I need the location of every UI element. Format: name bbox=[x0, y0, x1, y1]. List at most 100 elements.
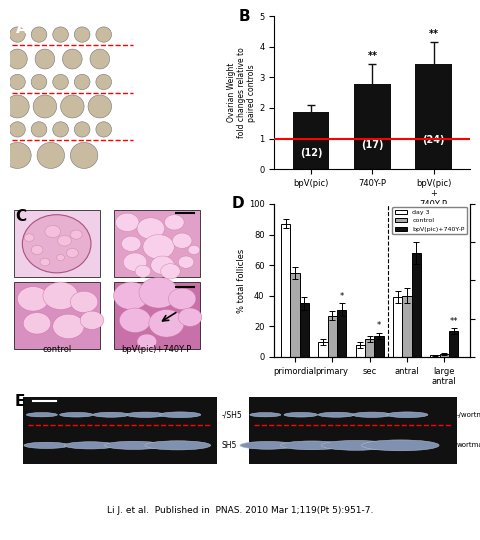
Text: wortmannin: wortmannin bbox=[456, 442, 480, 448]
Circle shape bbox=[188, 245, 200, 254]
Circle shape bbox=[58, 235, 72, 246]
Circle shape bbox=[71, 230, 82, 239]
Ellipse shape bbox=[64, 442, 116, 449]
Ellipse shape bbox=[10, 75, 25, 90]
Text: **: ** bbox=[412, 231, 420, 240]
Text: (12): (12) bbox=[300, 148, 323, 158]
Circle shape bbox=[149, 309, 184, 337]
Bar bbox=[337, 309, 346, 357]
Ellipse shape bbox=[37, 143, 64, 168]
Bar bbox=[411, 253, 421, 357]
Ellipse shape bbox=[26, 413, 57, 417]
Ellipse shape bbox=[60, 95, 84, 118]
Circle shape bbox=[178, 308, 202, 326]
Ellipse shape bbox=[6, 95, 29, 118]
Ellipse shape bbox=[159, 412, 201, 417]
Circle shape bbox=[45, 225, 60, 238]
Text: *: * bbox=[377, 321, 381, 330]
Ellipse shape bbox=[24, 442, 69, 448]
Text: Li J. et al.  Published in  PNAS. 2010 Mar 1;119(Pt 5):951-7.: Li J. et al. Published in PNAS. 2010 Mar… bbox=[107, 507, 373, 515]
Circle shape bbox=[165, 215, 184, 230]
Bar bbox=[415, 64, 452, 169]
Ellipse shape bbox=[71, 143, 98, 168]
Ellipse shape bbox=[96, 75, 111, 90]
FancyBboxPatch shape bbox=[24, 397, 217, 464]
FancyBboxPatch shape bbox=[13, 282, 100, 349]
Bar bbox=[290, 273, 300, 357]
Circle shape bbox=[114, 282, 149, 309]
Circle shape bbox=[135, 265, 151, 278]
Bar bbox=[318, 342, 327, 357]
Ellipse shape bbox=[280, 441, 343, 450]
Text: 740Y-P: 740Y-P bbox=[139, 163, 162, 169]
Text: SH5: SH5 bbox=[222, 441, 237, 450]
Circle shape bbox=[178, 256, 194, 268]
Text: control: control bbox=[139, 79, 163, 85]
Ellipse shape bbox=[105, 441, 163, 449]
Y-axis label: Ovarian Weight
fold changes relative to
paired controls: Ovarian Weight fold changes relative to … bbox=[227, 48, 256, 138]
Text: bpV(pic): bpV(pic) bbox=[139, 147, 168, 154]
Ellipse shape bbox=[53, 27, 69, 42]
Circle shape bbox=[121, 236, 141, 252]
Circle shape bbox=[123, 253, 147, 271]
Text: +: + bbox=[139, 159, 145, 165]
Text: 740Y-P: 740Y-P bbox=[139, 104, 162, 110]
Text: control: control bbox=[139, 126, 163, 132]
Circle shape bbox=[137, 334, 156, 349]
Circle shape bbox=[143, 234, 174, 259]
Text: control: control bbox=[139, 31, 163, 38]
Circle shape bbox=[24, 313, 51, 334]
Ellipse shape bbox=[318, 412, 354, 417]
Text: **: ** bbox=[367, 51, 377, 61]
Ellipse shape bbox=[4, 143, 31, 168]
Circle shape bbox=[40, 258, 50, 266]
Ellipse shape bbox=[10, 122, 25, 137]
Text: C: C bbox=[15, 208, 26, 224]
Text: bpV(pic): bpV(pic) bbox=[139, 56, 168, 62]
Ellipse shape bbox=[90, 49, 109, 69]
Bar bbox=[293, 112, 329, 169]
Text: bpV(pic)+740Y-P: bpV(pic)+740Y-P bbox=[121, 345, 192, 354]
Text: A: A bbox=[15, 21, 27, 36]
Circle shape bbox=[151, 256, 174, 274]
Ellipse shape bbox=[96, 27, 111, 42]
Bar bbox=[365, 339, 374, 357]
Text: B: B bbox=[239, 9, 251, 24]
Ellipse shape bbox=[23, 215, 91, 273]
Ellipse shape bbox=[96, 122, 111, 137]
Text: D: D bbox=[231, 197, 244, 211]
Bar bbox=[449, 331, 458, 357]
Ellipse shape bbox=[31, 27, 47, 42]
Ellipse shape bbox=[88, 95, 111, 118]
Ellipse shape bbox=[93, 412, 129, 417]
Text: -/SH5: -/SH5 bbox=[222, 410, 242, 419]
FancyBboxPatch shape bbox=[114, 282, 200, 349]
Text: (17): (17) bbox=[361, 140, 384, 150]
Circle shape bbox=[120, 308, 151, 333]
Circle shape bbox=[139, 278, 178, 308]
Ellipse shape bbox=[62, 49, 82, 69]
Circle shape bbox=[57, 254, 64, 261]
Ellipse shape bbox=[284, 413, 318, 417]
Legend: day 3, control, bpV(pic)+740Y-P: day 3, control, bpV(pic)+740Y-P bbox=[392, 207, 467, 234]
Ellipse shape bbox=[386, 412, 428, 417]
Text: control: control bbox=[42, 345, 72, 354]
Circle shape bbox=[53, 314, 84, 339]
Ellipse shape bbox=[31, 75, 47, 90]
FancyBboxPatch shape bbox=[13, 210, 100, 278]
Ellipse shape bbox=[74, 75, 90, 90]
Circle shape bbox=[66, 248, 78, 258]
Text: *: * bbox=[339, 292, 344, 301]
Text: (24): (24) bbox=[422, 134, 445, 145]
Text: -/wortmannin: -/wortmannin bbox=[456, 411, 480, 418]
Text: **: ** bbox=[449, 316, 458, 326]
Ellipse shape bbox=[10, 27, 25, 42]
Circle shape bbox=[71, 291, 98, 313]
Ellipse shape bbox=[352, 412, 391, 417]
Ellipse shape bbox=[321, 441, 391, 450]
Ellipse shape bbox=[31, 122, 47, 137]
Text: **: ** bbox=[429, 29, 439, 38]
Bar bbox=[281, 224, 290, 357]
Ellipse shape bbox=[8, 49, 27, 69]
Ellipse shape bbox=[35, 49, 55, 69]
